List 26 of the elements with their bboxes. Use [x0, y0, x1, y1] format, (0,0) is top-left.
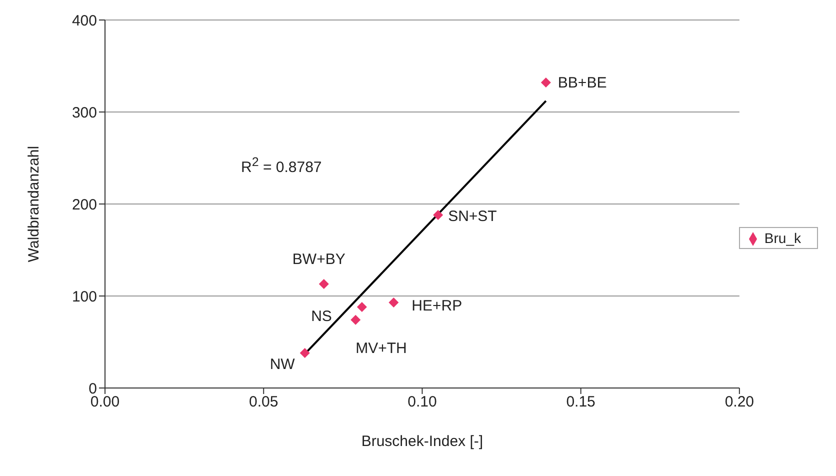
annotation: SN+ST — [448, 208, 497, 226]
annotation: NS — [311, 308, 332, 326]
point — [433, 210, 444, 220]
y-tick-label: 400 — [72, 12, 97, 30]
x-tick-label: 0.20 — [724, 394, 754, 411]
y-tick-label: 300 — [72, 104, 97, 122]
point — [356, 302, 367, 312]
point — [350, 314, 361, 325]
point — [540, 78, 551, 88]
annotation: BB+BE — [558, 74, 607, 92]
point — [318, 279, 329, 290]
y-tick-label: 200 — [72, 196, 97, 214]
legend-label: Bru_k — [764, 230, 801, 246]
annotation: HE+RP — [412, 297, 462, 314]
x-tick-label: 0.15 — [566, 394, 596, 411]
y-tick-label: 100 — [72, 288, 97, 306]
x-tick-label: 0.05 — [249, 394, 278, 411]
point — [388, 297, 399, 308]
annotation: NW — [270, 356, 296, 374]
y-axis-title: Waldbrandanzahl — [25, 146, 42, 262]
annotation: BW+BY — [292, 251, 346, 268]
point — [300, 348, 310, 358]
x-tick-label: 0.10 — [408, 394, 437, 411]
annotation: R$^{2}$ = 0.8787 — [241, 155, 322, 176]
x-axis-title: Bruschek-Index [-] — [361, 433, 484, 450]
annotation: MV+TH — [356, 340, 407, 357]
